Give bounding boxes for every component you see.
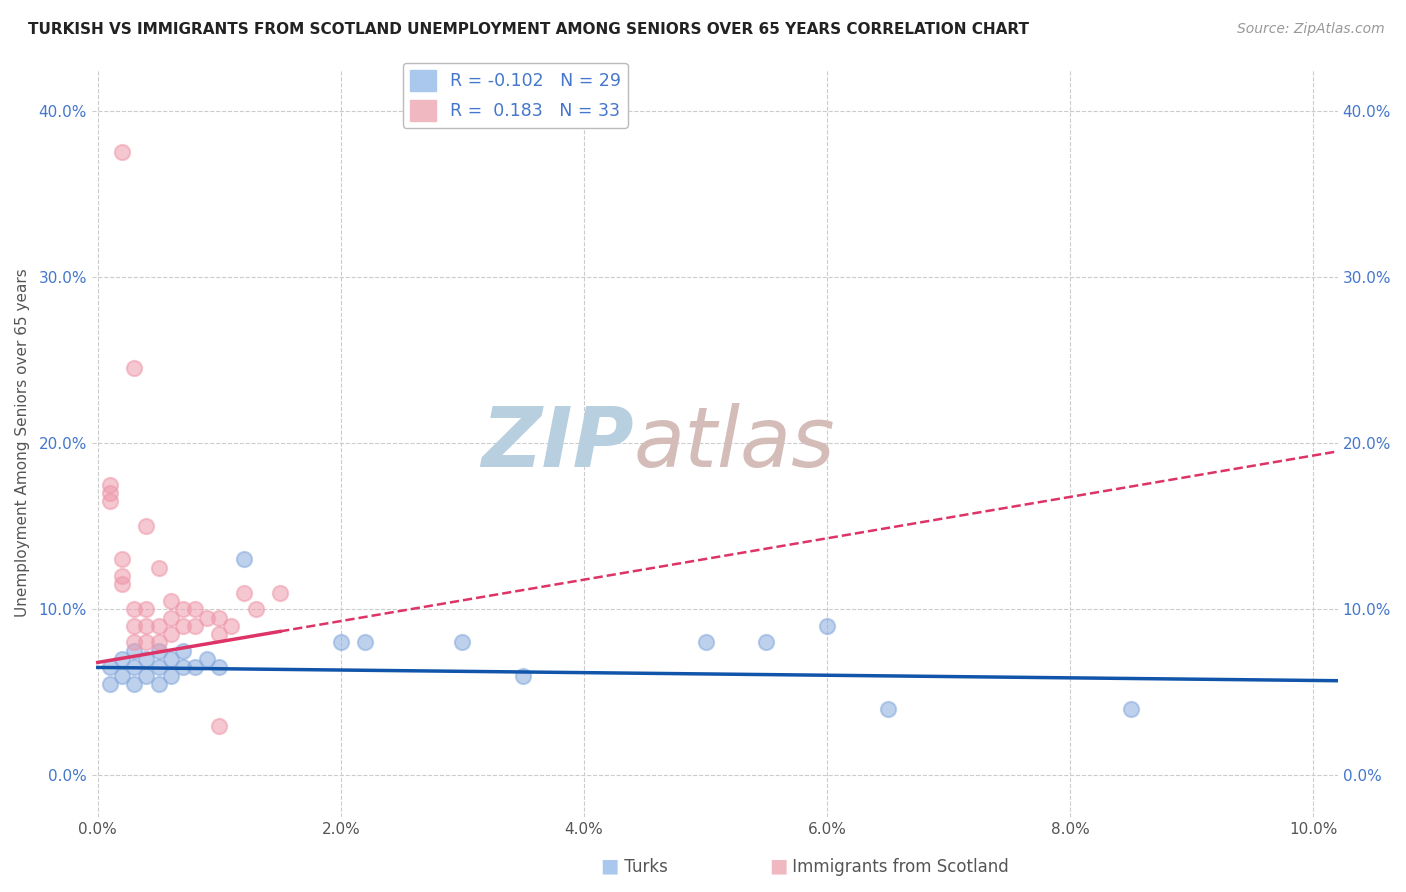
Legend: R = -0.102   N = 29, R =  0.183   N = 33: R = -0.102 N = 29, R = 0.183 N = 33 xyxy=(404,62,627,128)
Point xyxy=(148,644,170,658)
Text: ■: ■ xyxy=(600,857,619,876)
Point xyxy=(135,602,157,616)
Point xyxy=(159,669,181,683)
Point xyxy=(172,644,194,658)
Point xyxy=(159,594,181,608)
Point xyxy=(329,635,352,649)
Point xyxy=(135,652,157,666)
Point xyxy=(208,660,231,674)
Point xyxy=(172,660,194,674)
Point xyxy=(755,635,778,649)
Point xyxy=(122,660,145,674)
Point xyxy=(122,677,145,691)
Point xyxy=(98,494,121,508)
Text: ZIP: ZIP xyxy=(481,402,634,483)
Text: Source: ZipAtlas.com: Source: ZipAtlas.com xyxy=(1237,22,1385,37)
Point xyxy=(232,552,254,566)
Point xyxy=(172,602,194,616)
Point xyxy=(135,669,157,683)
Text: Turks: Turks xyxy=(619,858,668,876)
Point xyxy=(111,652,134,666)
Point xyxy=(208,610,231,624)
Point xyxy=(111,552,134,566)
Point xyxy=(876,702,898,716)
Text: TURKISH VS IMMIGRANTS FROM SCOTLAND UNEMPLOYMENT AMONG SENIORS OVER 65 YEARS COR: TURKISH VS IMMIGRANTS FROM SCOTLAND UNEM… xyxy=(28,22,1029,37)
Point xyxy=(245,602,267,616)
Point xyxy=(159,610,181,624)
Point xyxy=(184,619,207,633)
Point xyxy=(122,635,145,649)
Point xyxy=(195,610,218,624)
Point xyxy=(111,569,134,583)
Point xyxy=(98,477,121,491)
Point xyxy=(195,652,218,666)
Point xyxy=(111,577,134,591)
Point xyxy=(232,585,254,599)
Point xyxy=(815,619,838,633)
Point xyxy=(148,677,170,691)
Point xyxy=(184,602,207,616)
Point xyxy=(451,635,474,649)
Point xyxy=(512,669,534,683)
Point xyxy=(135,635,157,649)
Point xyxy=(695,635,717,649)
Point xyxy=(1119,702,1142,716)
Point xyxy=(98,486,121,500)
Point xyxy=(208,718,231,732)
Point xyxy=(148,619,170,633)
Point xyxy=(148,635,170,649)
Point xyxy=(208,627,231,641)
Point xyxy=(122,644,145,658)
Text: atlas: atlas xyxy=(634,402,835,483)
Point xyxy=(111,669,134,683)
Point xyxy=(159,652,181,666)
Point xyxy=(122,361,145,376)
Point xyxy=(159,627,181,641)
Point xyxy=(122,619,145,633)
Point xyxy=(172,619,194,633)
Text: ■: ■ xyxy=(769,857,787,876)
Point xyxy=(354,635,377,649)
Point xyxy=(148,660,170,674)
Point xyxy=(184,660,207,674)
Point xyxy=(269,585,291,599)
Text: Immigrants from Scotland: Immigrants from Scotland xyxy=(787,858,1010,876)
Point xyxy=(221,619,243,633)
Point xyxy=(98,660,121,674)
Point xyxy=(98,677,121,691)
Point xyxy=(122,602,145,616)
Point xyxy=(135,619,157,633)
Y-axis label: Unemployment Among Seniors over 65 years: Unemployment Among Seniors over 65 years xyxy=(15,268,30,617)
Point xyxy=(148,560,170,574)
Point xyxy=(135,519,157,533)
Point xyxy=(111,145,134,160)
